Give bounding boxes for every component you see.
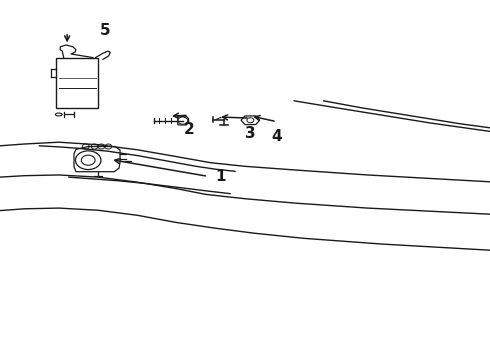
Text: 3: 3 xyxy=(245,126,255,141)
Text: 2: 2 xyxy=(183,122,194,137)
Bar xyxy=(56,58,98,108)
Text: 1: 1 xyxy=(215,169,226,184)
Text: 5: 5 xyxy=(100,23,111,38)
Text: 4: 4 xyxy=(271,129,282,144)
